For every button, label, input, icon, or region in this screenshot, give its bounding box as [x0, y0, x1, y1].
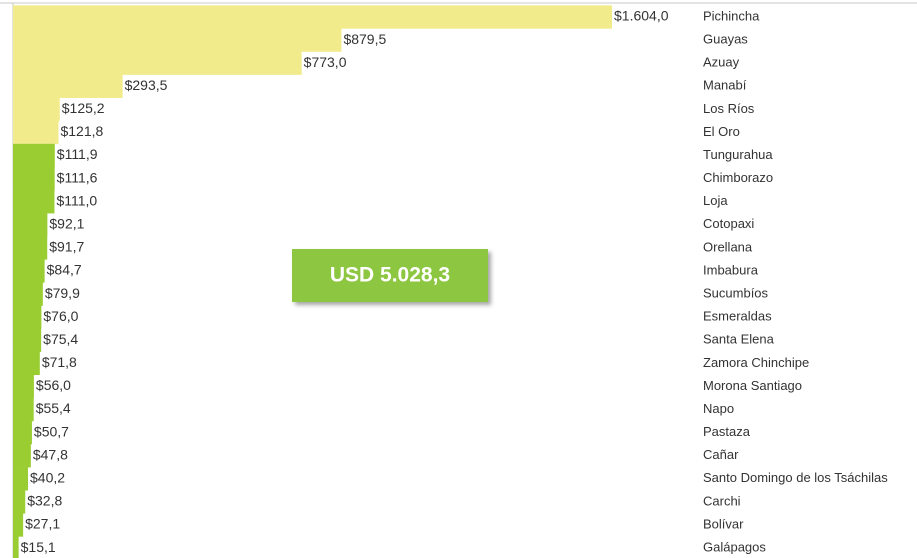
value-label: $47,8: [33, 446, 68, 462]
category-label: Imbabura: [703, 262, 759, 277]
total-box: [292, 249, 488, 302]
value-label: $56,0: [36, 377, 71, 393]
value-label: $125,2: [62, 100, 105, 116]
bar: [13, 51, 302, 75]
bar: [13, 28, 342, 52]
bar: [13, 328, 42, 352]
value-label: $1.604,0: [614, 8, 669, 24]
category-label: Guayas: [703, 32, 748, 47]
value-label: $91,7: [49, 239, 84, 255]
category-label: Tungurahua: [703, 147, 773, 162]
bar: [13, 120, 59, 145]
bar: [13, 444, 31, 468]
category-label: Bolívar: [703, 516, 744, 531]
bar: [13, 97, 60, 122]
bar: [13, 259, 45, 283]
value-label: $111,0: [56, 192, 97, 208]
category-label: Carchi: [703, 493, 741, 508]
value-label: $27,1: [25, 516, 60, 532]
total-label: USD 5.028,3: [330, 264, 450, 287]
bar: [13, 420, 32, 445]
bar: [13, 305, 42, 329]
value-label: $111,9: [57, 146, 98, 162]
category-label: Morona Santiago: [703, 378, 802, 393]
bar: [13, 213, 48, 237]
value-label: $32,8: [27, 493, 62, 509]
bar: [13, 236, 48, 260]
value-label: $79,9: [45, 285, 80, 301]
value-label: $50,7: [34, 423, 69, 439]
value-label: $15,1: [21, 539, 56, 555]
category-label: Manabí: [703, 78, 747, 93]
category-label: Chimborazo: [703, 170, 773, 185]
category-label: Santa Elena: [703, 332, 775, 347]
category-label: Los Ríos: [703, 101, 755, 116]
value-label: $111,6: [57, 169, 98, 185]
bar: [13, 166, 55, 191]
bar: [13, 351, 40, 376]
value-label: $75,4: [43, 331, 78, 347]
category-label: Azuay: [703, 55, 740, 70]
category-label: Pastaza: [703, 424, 751, 439]
category-label: El Oro: [703, 124, 740, 139]
bar: [13, 490, 26, 514]
value-label: $71,8: [42, 354, 77, 370]
bar: [13, 513, 24, 537]
bar: [13, 190, 55, 214]
category-label: Zamora Chinchipe: [703, 355, 809, 370]
category-label: Galápagos: [703, 540, 766, 555]
category-label: Pichincha: [703, 8, 760, 23]
value-label: $40,2: [30, 470, 65, 486]
bar: [13, 397, 34, 422]
bar: [13, 282, 43, 306]
category-label: Loja: [703, 193, 728, 208]
bar: [13, 536, 19, 558]
bar: [13, 143, 55, 168]
category-label: Napo: [703, 401, 734, 416]
bar: [13, 374, 34, 399]
value-label: $55,4: [36, 400, 71, 416]
value-label: $773,0: [304, 54, 347, 70]
category-label: Sucumbíos: [703, 286, 769, 301]
category-label: Cañar: [703, 447, 739, 462]
category-label: Santo Domingo de los Tsáchilas: [703, 470, 888, 485]
value-label: $84,7: [47, 262, 82, 278]
bars: $1.604,0 Pichincha $879,5 Guayas $773,0 Azuay…: [13, 5, 888, 558]
category-label: Esmeraldas: [703, 309, 772, 324]
value-label: $121,8: [60, 123, 103, 139]
bar: [13, 74, 123, 98]
category-label: Cotopaxi: [703, 216, 754, 231]
value-label: $92,1: [49, 216, 84, 232]
value-label: $879,5: [343, 31, 386, 47]
value-label: $293,5: [125, 77, 168, 93]
value-label: $76,0: [43, 308, 78, 324]
bar: [13, 5, 612, 29]
category-label: Orellana: [703, 239, 753, 254]
bar: [13, 467, 29, 491]
